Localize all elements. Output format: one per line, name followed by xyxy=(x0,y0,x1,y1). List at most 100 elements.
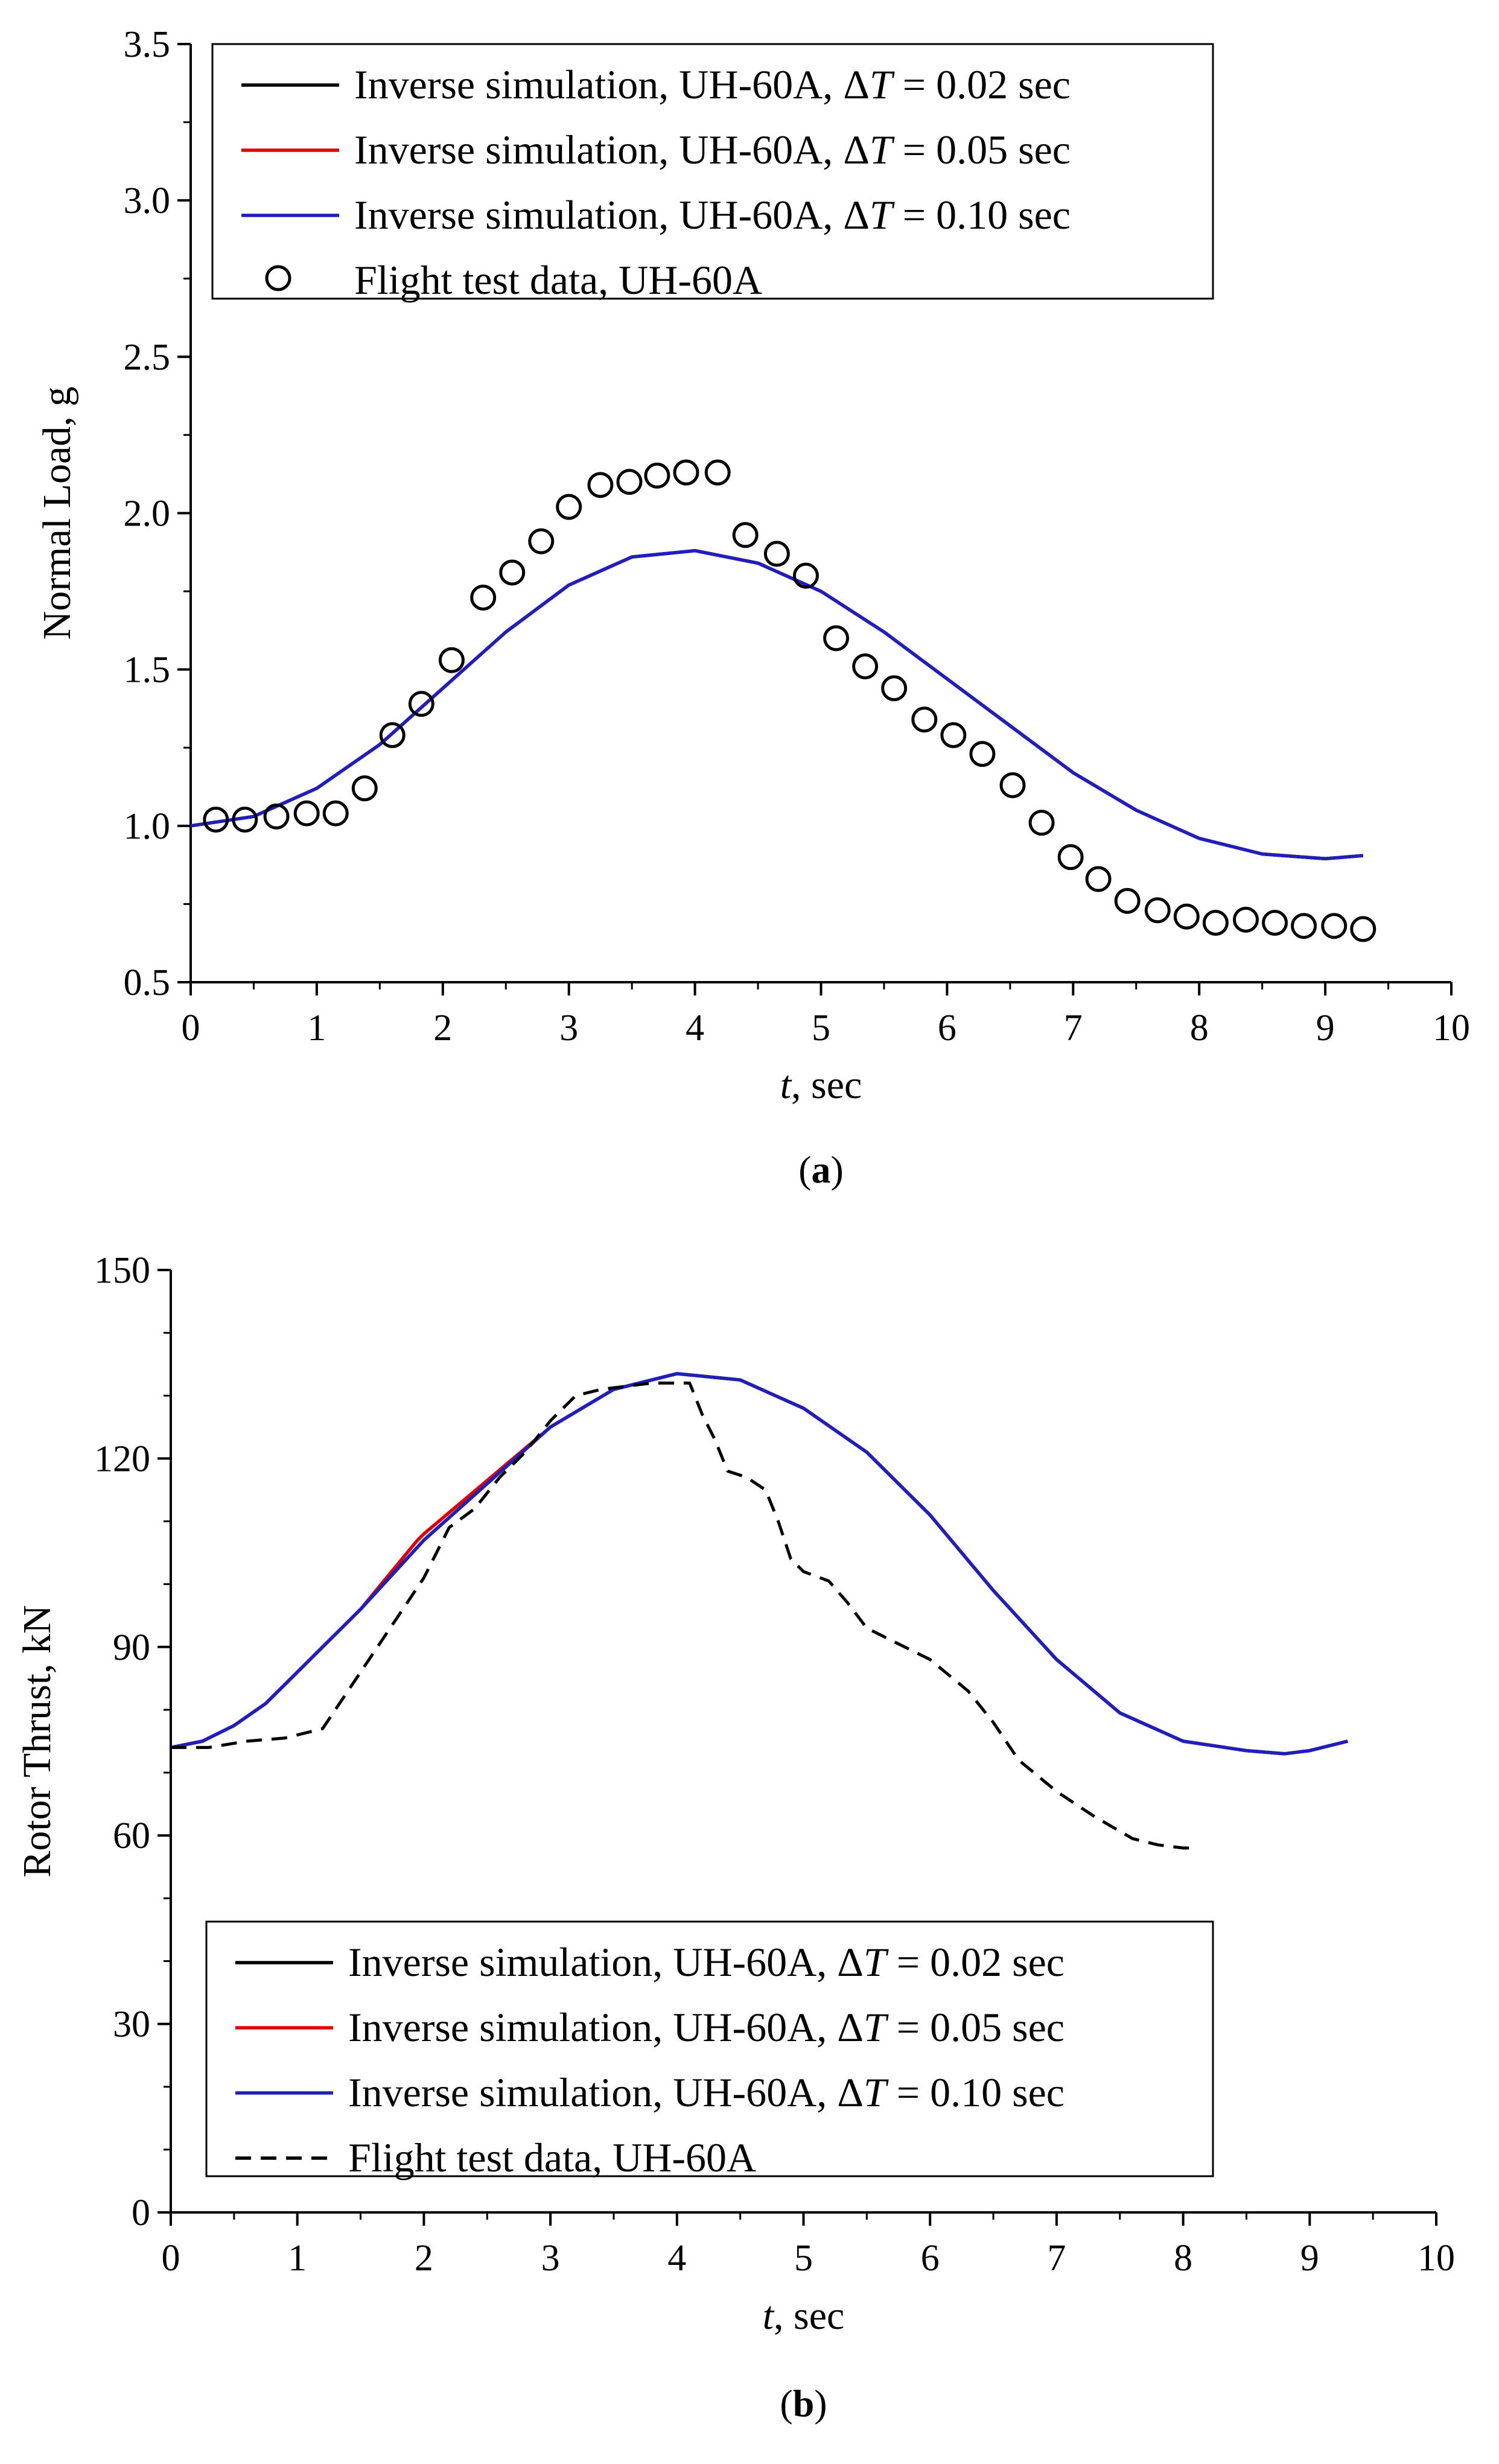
legend-marker xyxy=(265,265,291,291)
y-tick-label: 1.5 xyxy=(124,650,171,691)
x-tick-label: 8 xyxy=(1190,1008,1209,1049)
chart-panel-a: 0 1 2 3 4 5 6 7 8 9 10 0.5 1.0 1.5 2.0 2.5 3.0 3.5 t, sec N… xyxy=(35,24,1470,1191)
y-tick-label: 2.5 xyxy=(124,337,171,378)
legend-box xyxy=(205,1920,1214,2177)
data-point-flight-test xyxy=(203,806,229,833)
legend-entry: Inverse simulation, UH-60A, ΔT = 0.10 se… xyxy=(354,192,1071,238)
data-point-flight-test xyxy=(408,691,434,717)
x-tick-label: 4 xyxy=(667,2238,686,2279)
data-point-flight-test xyxy=(1232,906,1259,933)
data-point-flight-test xyxy=(969,741,996,767)
data-point-flight-test xyxy=(587,472,614,498)
y-axis-label: Normal Load, g xyxy=(35,387,79,640)
x-tick-label: 10 xyxy=(1418,2238,1455,2279)
y-tick-label: 0.5 xyxy=(124,962,171,1003)
legend-entry: Inverse simulation, UH-60A, ΔT = 0.05 se… xyxy=(354,127,1071,173)
y-tick-label: 3.5 xyxy=(124,24,171,65)
series-line-3 xyxy=(171,1381,1190,1850)
x-tick-label: 5 xyxy=(794,2238,813,2279)
x-tick-label: 7 xyxy=(1064,1008,1083,1049)
x-tick-label: 0 xyxy=(182,1008,200,1049)
data-point-flight-test xyxy=(528,528,555,554)
data-point-flight-test xyxy=(470,584,497,611)
legend-entry: Inverse simulation, UH-60A, ΔT = 0.02 se… xyxy=(354,62,1071,107)
data-point-flight-test xyxy=(616,469,643,495)
y-tick-label: 150 xyxy=(94,1250,150,1291)
series-line-1 xyxy=(170,1372,1348,1756)
x-tick-label: 4 xyxy=(686,1008,704,1049)
data-point-flight-test xyxy=(351,775,378,802)
data-point-flight-test xyxy=(1114,887,1141,914)
data-point-flight-test xyxy=(732,522,759,548)
y-tick-label: 3.0 xyxy=(124,180,171,221)
panel-label: (a) xyxy=(798,1148,844,1191)
data-point-flight-test xyxy=(763,541,790,567)
y-axis-label: Rotor Thrust, kN xyxy=(15,1605,59,1878)
data-point-flight-test xyxy=(644,462,670,489)
data-point-flight-test xyxy=(1291,913,1317,939)
data-point-flight-test xyxy=(322,800,349,827)
data-point-flight-test xyxy=(911,706,938,733)
data-point-flight-test xyxy=(1144,897,1171,924)
x-tick-label: 6 xyxy=(938,1008,956,1049)
x-tick-label: 2 xyxy=(433,1008,452,1049)
x-tick-label: 3 xyxy=(559,1008,578,1049)
data-point-flight-test xyxy=(999,772,1026,798)
x-axis-label: t, sec xyxy=(780,1063,862,1107)
series-line-0 xyxy=(170,1372,1348,1756)
data-point-flight-test xyxy=(1321,913,1348,939)
x-axis-label: t, sec xyxy=(763,2294,845,2338)
data-point-flight-test xyxy=(556,494,582,520)
x-tick-label: 3 xyxy=(541,2238,560,2279)
legend-entry: Inverse simulation, UH-60A, ΔT = 0.02 se… xyxy=(348,1939,1065,1985)
panel-label: (b) xyxy=(780,2382,827,2425)
x-tick-label: 8 xyxy=(1174,2238,1192,2279)
legend-entry: Inverse simulation, UH-60A, ΔT = 0.10 se… xyxy=(348,2069,1065,2115)
data-point-flight-test xyxy=(1085,866,1112,892)
legend-box xyxy=(211,43,1214,300)
legend-entry: Flight test data, UH-60A xyxy=(354,257,762,303)
data-point-flight-test xyxy=(1202,910,1229,936)
y-tick-label: 120 xyxy=(94,1438,150,1479)
x-tick-label: 9 xyxy=(1316,1008,1335,1049)
data-point-flight-test xyxy=(263,803,290,830)
series-line-2 xyxy=(170,1372,1348,1756)
data-point-flight-test xyxy=(673,459,699,486)
data-point-flight-test xyxy=(293,800,320,827)
x-tick-label: 2 xyxy=(415,2238,433,2279)
series-line-2 xyxy=(190,548,1364,861)
x-tick-label: 0 xyxy=(162,2238,180,2279)
data-point-flight-test xyxy=(1262,910,1288,936)
data-point-flight-test xyxy=(499,559,526,586)
chart-panel-b: 0 1 2 3 4 5 6 7 8 9 10 0 30 60 90 120 150 t, sec Rotor Thr… xyxy=(15,1250,1455,2425)
x-tick-label: 5 xyxy=(812,1008,830,1049)
x-tick-label: 9 xyxy=(1300,2238,1319,2279)
series-line-1 xyxy=(190,548,1364,861)
data-point-flight-test xyxy=(379,722,406,749)
y-tick-label: 0 xyxy=(132,2193,150,2234)
data-point-flight-test xyxy=(940,722,967,749)
data-point-flight-test xyxy=(852,653,879,679)
y-tick-label: 90 xyxy=(113,1627,150,1668)
x-tick-label: 7 xyxy=(1047,2238,1066,2279)
x-tick-label: 1 xyxy=(288,2238,307,2279)
series-line-0 xyxy=(190,548,1364,861)
y-tick-label: 60 xyxy=(113,1815,150,1856)
data-point-flight-test xyxy=(704,459,731,486)
legend-entry: Inverse simulation, UH-60A, ΔT = 0.05 se… xyxy=(348,2004,1065,2050)
y-tick-label: 1.0 xyxy=(124,806,171,847)
y-tick-label: 30 xyxy=(113,2004,150,2045)
data-point-flight-test xyxy=(232,806,258,833)
y-tick-label: 2.0 xyxy=(124,494,171,535)
x-tick-label: 10 xyxy=(1433,1008,1470,1049)
data-point-flight-test xyxy=(438,647,465,673)
data-point-flight-test xyxy=(1350,916,1376,942)
data-point-flight-test xyxy=(1057,844,1084,871)
data-point-flight-test xyxy=(881,675,908,702)
data-point-flight-test xyxy=(792,562,819,589)
data-point-flight-test xyxy=(1173,903,1200,930)
x-tick-label: 1 xyxy=(307,1008,326,1049)
x-tick-label: 6 xyxy=(921,2238,940,2279)
data-point-flight-test xyxy=(823,625,850,652)
